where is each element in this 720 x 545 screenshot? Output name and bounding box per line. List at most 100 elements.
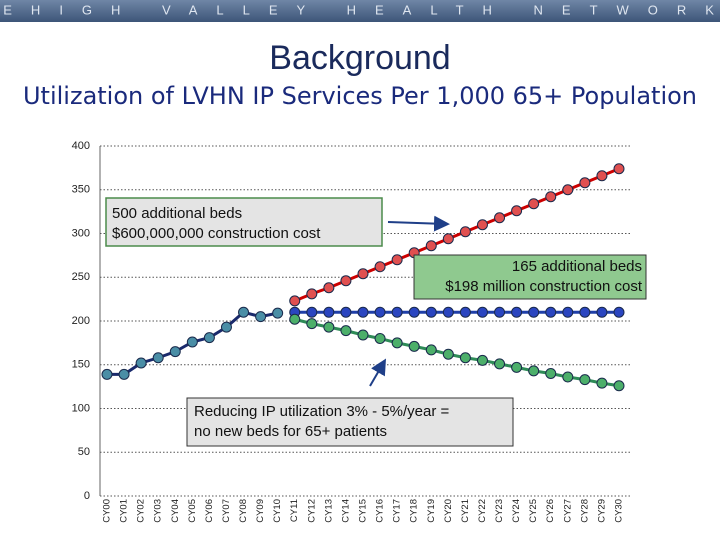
x-tick-label: CY29 [596,499,607,523]
data-point [579,177,591,189]
data-point [357,306,369,318]
data-point [203,332,215,344]
data-point [545,191,557,203]
data-point [613,380,625,392]
x-tick-label: CY26 [545,499,556,523]
data-point [186,336,198,348]
annotation-box [413,254,647,300]
x-tick-label: CY09 [255,499,266,523]
data-point [255,311,267,323]
y-tick-label: 350 [72,184,90,196]
data-point [425,344,437,356]
x-tick-label: CY10 [272,499,283,523]
x-tick-label: CY15 [358,499,369,523]
data-point [374,261,386,273]
x-tick-label: CY04 [170,499,181,523]
data-point [494,212,506,224]
x-tick-label: CY08 [238,499,249,523]
data-point [442,233,454,245]
data-point [220,321,232,333]
x-tick-label: CY17 [392,499,403,523]
arrow [369,358,387,387]
x-tick-label: CY23 [494,499,505,523]
data-point [374,333,386,344]
data-point [425,306,437,318]
data-point [442,306,454,318]
data-point [545,368,557,379]
annotation-text: 165 additional beds [512,258,642,275]
data-point [511,205,523,217]
x-tick-label: CY12 [306,499,317,523]
x-tick-label: CY25 [528,499,539,523]
header-text: LEHIGH VALLEY HEALTH NETWORK [0,2,720,17]
x-tick-label: CY21 [460,499,471,523]
x-tick-label: CY14 [340,499,351,523]
data-point [494,306,506,318]
subtitle: Utilization of LVHN IP Services Per 1,00… [23,82,697,110]
x-tick-label: CY24 [511,499,522,523]
y-tick-label: 200 [72,315,90,327]
data-point [323,282,335,294]
annotation-text: Reducing IP utilization 3% - 5%/year = [194,403,450,420]
data-point [238,306,250,318]
data-point [391,337,403,349]
data-point [306,306,318,318]
data-point [562,184,574,196]
data-point [511,306,523,318]
data-point [545,306,557,318]
data-point [442,348,454,360]
annotation-box [186,397,514,447]
data-point [596,377,608,389]
data-point [459,226,471,238]
y-tick-label: 300 [72,227,90,239]
x-tick-label: CY20 [443,499,454,523]
data-point [579,374,591,386]
x-tick-label: CY16 [375,499,386,523]
data-point [562,306,574,318]
x-tick-label: CY30 [614,499,625,523]
x-tick-label: CY28 [579,499,590,523]
data-point [596,170,608,182]
x-tick-label: CY13 [323,499,334,523]
data-point [528,198,540,210]
data-point [340,325,352,337]
data-point [408,306,420,318]
data-point [511,361,523,373]
title: Background [269,39,450,77]
data-point [101,368,113,380]
data-point [528,365,540,377]
data-point [476,219,488,231]
y-tick-label: 100 [72,402,90,414]
x-tick-label: CY02 [136,499,147,523]
x-tick-label: CY11 [289,499,300,522]
y-tick-label: 50 [78,446,90,458]
data-point [528,306,540,318]
data-point [408,340,420,352]
data-point [391,254,403,266]
x-tick-label: CY18 [409,499,420,523]
x-tick-label: CY22 [477,499,488,523]
arrow [387,215,450,232]
data-point [135,357,147,369]
annotation-text: $198 million construction cost [445,278,643,295]
data-point [306,288,318,300]
y-tick-label: 0 [84,490,90,502]
data-point [323,321,335,333]
data-point [340,275,352,287]
data-point [476,354,488,366]
annotation-text: no new beds for 65+ patients [194,423,387,440]
data-point [152,352,164,364]
data-point [169,346,181,358]
data-point [272,307,284,319]
x-tick-label: CY05 [187,499,198,523]
x-tick-label: CY01 [119,499,130,523]
data-point [374,306,386,318]
data-point [340,306,352,318]
annotation-text: $600,000,000 construction cost [112,225,321,242]
y-tick-label: 400 [72,140,90,152]
data-point [357,329,369,341]
data-point [323,306,335,318]
data-point [494,358,506,370]
data-point [357,268,369,280]
